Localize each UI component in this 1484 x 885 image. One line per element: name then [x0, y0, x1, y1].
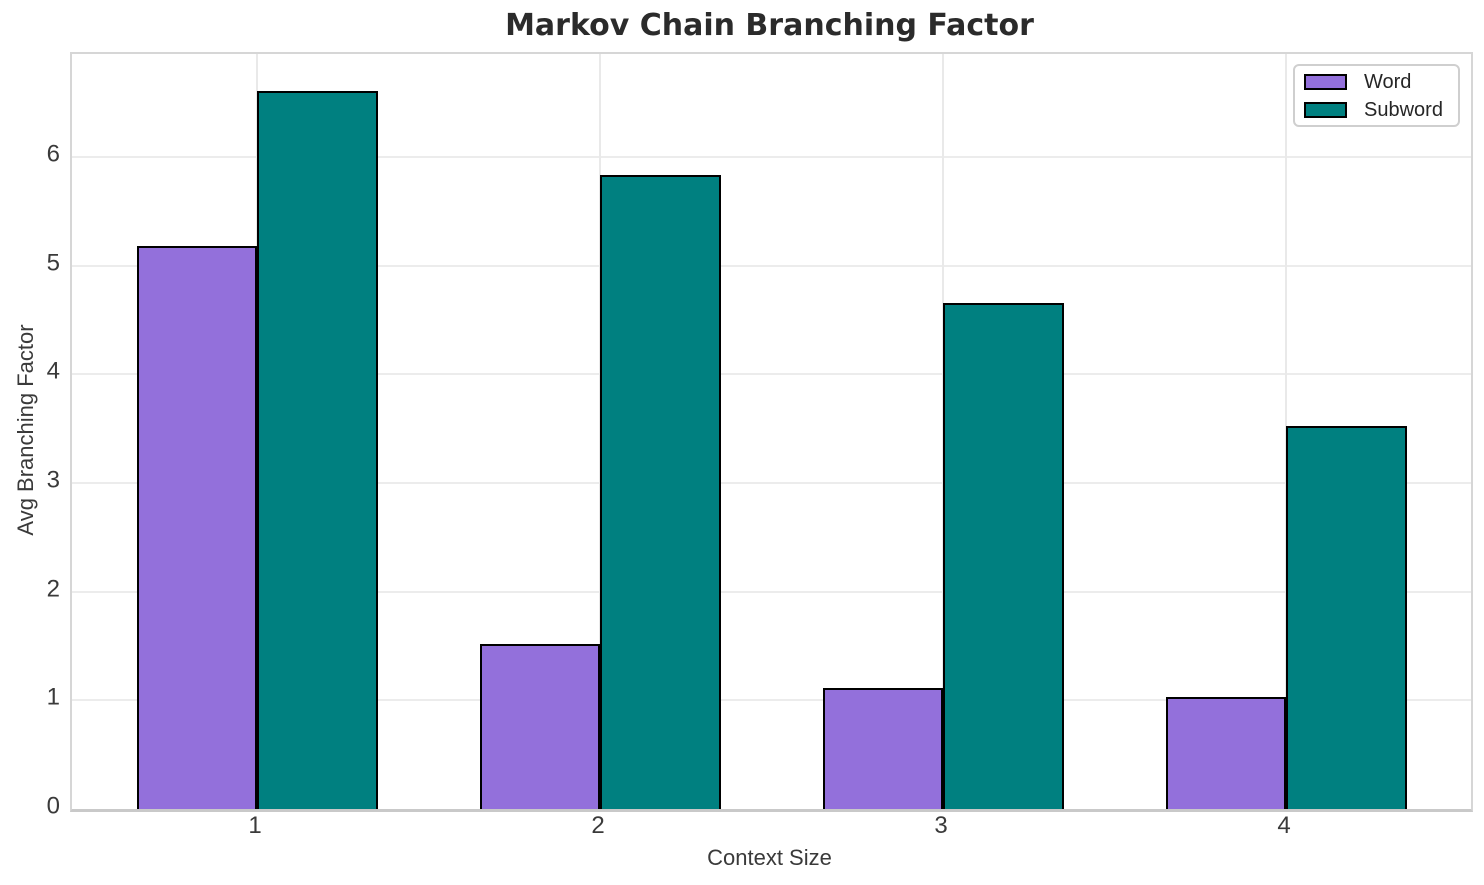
bar-word-4	[1165, 697, 1286, 809]
x-tick-label: 4	[1277, 812, 1291, 839]
x-axis-label: Context Size	[707, 845, 832, 870]
gridline-horizontal	[72, 373, 1471, 376]
bar-word-2	[479, 643, 600, 809]
gridline-horizontal	[72, 264, 1471, 267]
x-tick-label: 3	[934, 812, 948, 839]
y-tick-label: 0	[46, 792, 60, 820]
bar-subword-2	[600, 174, 721, 809]
chart-title: Markov Chain Branching Factor	[505, 8, 1034, 43]
y-tick-label: 3	[46, 466, 60, 494]
legend-item-word: Word	[1304, 71, 1458, 93]
legend-swatch-word	[1304, 74, 1347, 90]
y-tick-label: 6	[46, 140, 60, 168]
y-tick-label: 5	[46, 249, 60, 277]
legend-item-subword: Subword	[1304, 99, 1458, 121]
legend-label: Word	[1364, 71, 1412, 93]
gridline-horizontal	[72, 482, 1471, 485]
gridline-horizontal	[72, 590, 1471, 593]
x-tick-label: 2	[591, 812, 605, 839]
bar-subword-3	[943, 302, 1064, 809]
bar-subword-1	[257, 90, 378, 809]
legend: Word Subword	[1293, 64, 1460, 127]
x-tick-label: 1	[248, 812, 262, 839]
bar-subword-4	[1286, 425, 1407, 809]
gridline-horizontal	[72, 156, 1471, 159]
y-axis-label: Avg Branching Factor	[13, 324, 38, 536]
bar-word-3	[822, 688, 943, 809]
gridline-horizontal	[72, 699, 1471, 702]
legend-label: Subword	[1364, 99, 1443, 121]
bar-word-1	[136, 246, 257, 809]
y-tick-label: 4	[46, 357, 60, 385]
legend-swatch-subword	[1304, 102, 1347, 118]
y-tick-label: 1	[46, 683, 60, 711]
y-tick-label: 2	[46, 575, 60, 603]
plot-area	[70, 52, 1473, 812]
